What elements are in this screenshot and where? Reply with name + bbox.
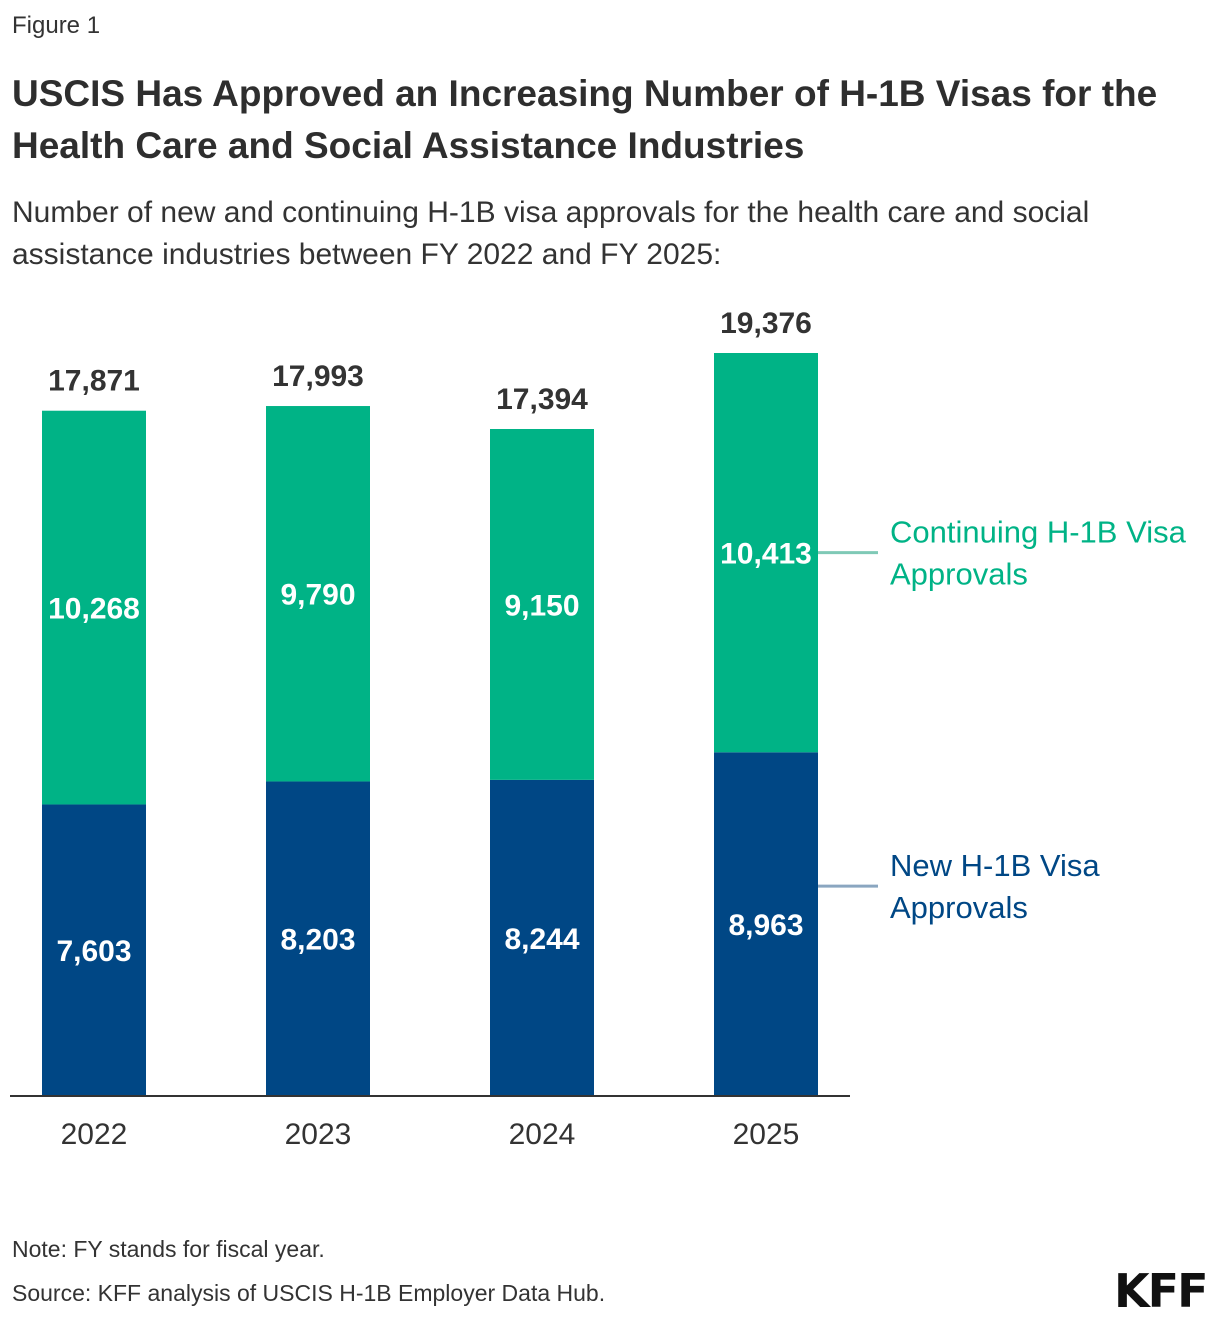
total-label-2023: 17,993 xyxy=(272,360,364,393)
bar-new-2024 xyxy=(490,779,594,1096)
x-tick-label-2025: 2025 xyxy=(733,1118,800,1151)
kff-logo: KFF xyxy=(1114,1264,1208,1318)
bar-new-2022 xyxy=(42,804,146,1096)
x-tick-label-2023: 2023 xyxy=(285,1118,352,1151)
bar-continuing-2023 xyxy=(266,406,370,782)
value-label-new-2024: 8,244 xyxy=(504,923,579,956)
value-label-continuing-2023: 9,790 xyxy=(280,579,355,612)
value-label-continuing-2022: 10,268 xyxy=(48,593,140,626)
bar-new-2025 xyxy=(714,752,818,1096)
total-label-2024: 17,394 xyxy=(496,383,588,416)
bar-continuing-2022 xyxy=(42,410,146,805)
value-label-continuing-2024: 9,150 xyxy=(504,589,579,622)
bar-continuing-2024 xyxy=(490,429,594,780)
bar-new-2023 xyxy=(266,781,370,1096)
chart-note: Note: FY stands for fiscal year. xyxy=(12,1236,325,1262)
chart-source: Source: KFF analysis of USCIS H-1B Emplo… xyxy=(12,1280,606,1306)
legend-label-new-line1: New H-1B Visa xyxy=(890,848,1100,883)
value-label-new-2023: 8,203 xyxy=(280,924,355,957)
x-tick-label-2022: 2022 xyxy=(61,1118,128,1151)
value-label-continuing-2025: 10,413 xyxy=(720,538,812,571)
total-label-2022: 17,871 xyxy=(48,365,140,398)
stacked-bar-chart: 7,603 10,268 17,871 2022 8,203 9,790 17,993 202… xyxy=(10,307,1187,1151)
chart-subtitle: Number of new and continuing H-1B visa a… xyxy=(12,196,1090,271)
figure-label: Figure 1 xyxy=(12,12,101,39)
value-label-new-2022: 7,603 xyxy=(56,935,131,968)
legend-label-continuing-line1: Continuing H-1B Visa xyxy=(890,515,1187,550)
value-label-new-2025: 8,963 xyxy=(728,909,803,942)
total-label-2025: 19,376 xyxy=(720,307,812,340)
x-tick-label-2024: 2024 xyxy=(509,1118,576,1151)
chart-title: USCIS Has Approved an Increasing Number … xyxy=(12,73,1158,166)
legend-label-new-line2: Approvals xyxy=(890,890,1028,925)
legend-label-continuing-line2: Approvals xyxy=(890,557,1028,592)
bar-continuing-2025 xyxy=(714,353,818,753)
